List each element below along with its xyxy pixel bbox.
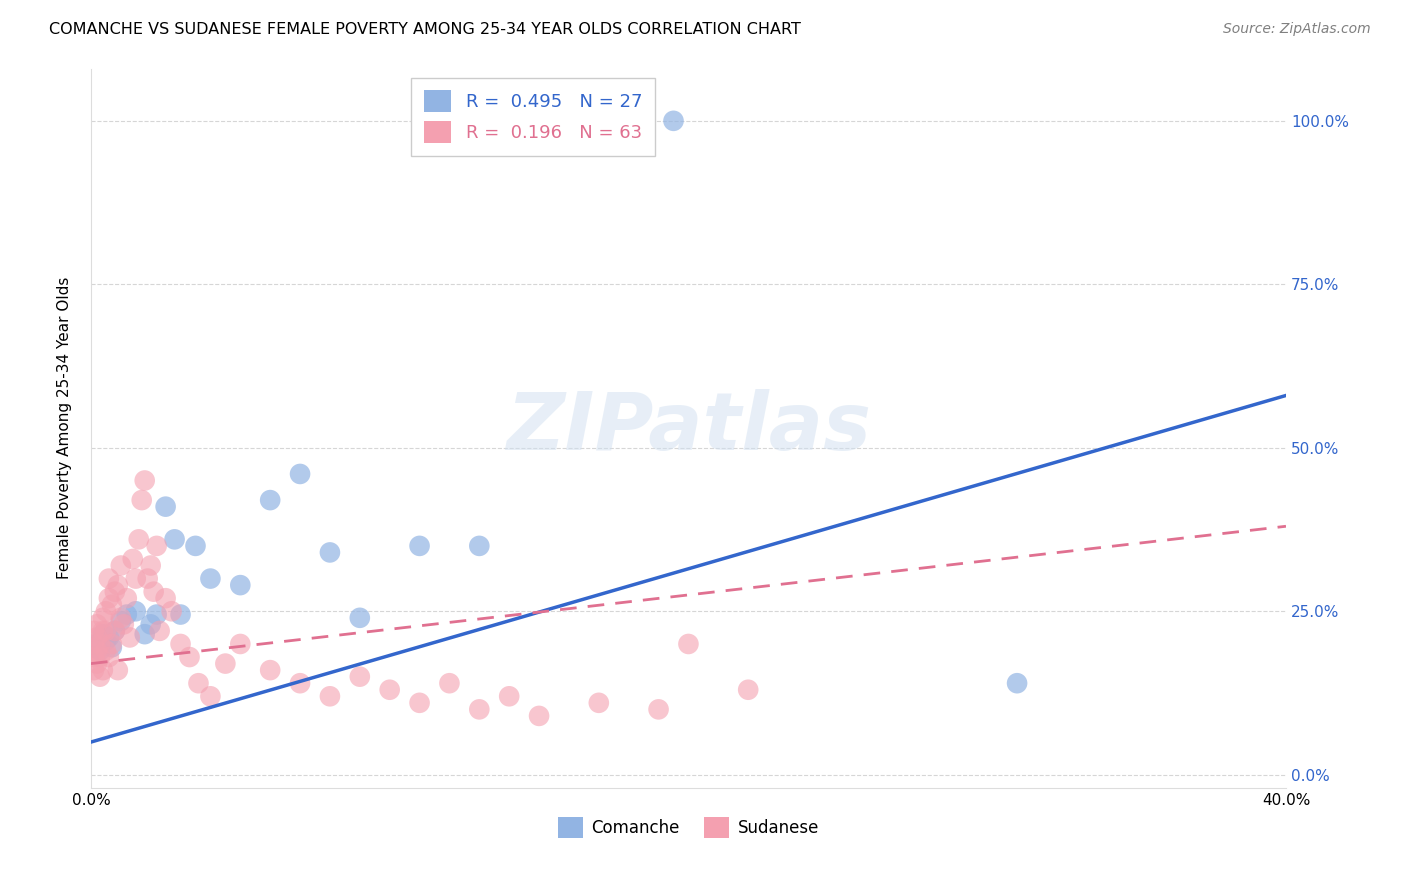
Point — [259, 493, 281, 508]
Point — [131, 493, 153, 508]
Point — [288, 467, 311, 481]
Point — [94, 643, 117, 657]
Point — [110, 611, 132, 625]
Point — [125, 572, 148, 586]
Point — [378, 682, 401, 697]
Point — [349, 670, 371, 684]
Point — [83, 637, 105, 651]
Point — [163, 533, 186, 547]
Point — [678, 637, 700, 651]
Point — [408, 696, 430, 710]
Point — [121, 552, 143, 566]
Point — [439, 676, 461, 690]
Point — [86, 657, 108, 671]
Legend: Comanche, Sudanese: Comanche, Sudanese — [551, 811, 825, 844]
Point — [136, 572, 159, 586]
Point — [104, 624, 127, 638]
Point — [145, 539, 167, 553]
Point — [86, 643, 108, 657]
Point — [349, 611, 371, 625]
Point — [89, 643, 111, 657]
Point — [104, 624, 127, 638]
Point — [169, 637, 191, 651]
Point — [145, 607, 167, 622]
Point — [83, 650, 105, 665]
Point — [115, 607, 138, 622]
Point — [187, 676, 209, 690]
Point — [160, 604, 183, 618]
Point — [97, 591, 120, 606]
Text: ZIPatlas: ZIPatlas — [506, 389, 870, 467]
Point — [200, 572, 222, 586]
Point — [737, 682, 759, 697]
Point — [319, 545, 342, 559]
Point — [107, 663, 129, 677]
Point — [94, 624, 117, 638]
Point — [139, 558, 162, 573]
Point — [86, 631, 108, 645]
Text: COMANCHE VS SUDANESE FEMALE POVERTY AMONG 25-34 YEAR OLDS CORRELATION CHART: COMANCHE VS SUDANESE FEMALE POVERTY AMON… — [49, 22, 801, 37]
Point — [107, 578, 129, 592]
Point — [288, 676, 311, 690]
Point — [110, 614, 132, 628]
Point — [97, 572, 120, 586]
Point — [86, 617, 108, 632]
Point — [89, 650, 111, 665]
Point — [184, 539, 207, 553]
Point — [97, 650, 120, 665]
Point — [155, 500, 177, 514]
Point — [229, 637, 252, 651]
Point — [89, 637, 111, 651]
Point — [588, 696, 610, 710]
Point — [229, 578, 252, 592]
Point — [468, 702, 491, 716]
Point — [112, 617, 135, 632]
Point — [83, 640, 105, 655]
Point — [128, 533, 150, 547]
Point — [259, 663, 281, 677]
Point — [91, 627, 114, 641]
Point — [125, 604, 148, 618]
Point — [319, 690, 342, 704]
Point — [91, 663, 114, 677]
Point — [118, 631, 141, 645]
Y-axis label: Female Poverty Among 25-34 Year Olds: Female Poverty Among 25-34 Year Olds — [58, 277, 72, 580]
Text: Source: ZipAtlas.com: Source: ZipAtlas.com — [1223, 22, 1371, 37]
Point — [91, 624, 114, 638]
Point — [408, 539, 430, 553]
Point — [169, 607, 191, 622]
Point — [200, 690, 222, 704]
Point — [498, 690, 520, 704]
Point — [1005, 676, 1028, 690]
Point — [134, 627, 156, 641]
Point — [101, 640, 124, 655]
Point — [468, 539, 491, 553]
Point — [149, 624, 172, 638]
Point — [97, 631, 120, 645]
Point — [214, 657, 236, 671]
Point — [142, 584, 165, 599]
Point — [115, 591, 138, 606]
Point — [647, 702, 669, 716]
Point — [104, 584, 127, 599]
Point — [110, 558, 132, 573]
Point — [91, 611, 114, 625]
Point — [89, 670, 111, 684]
Point — [527, 709, 550, 723]
Point — [155, 591, 177, 606]
Point — [662, 113, 685, 128]
Point — [83, 663, 105, 677]
Point — [101, 598, 124, 612]
Point — [139, 617, 162, 632]
Point — [94, 604, 117, 618]
Point — [83, 624, 105, 638]
Point — [94, 633, 117, 648]
Point — [179, 650, 201, 665]
Point — [86, 637, 108, 651]
Point — [101, 637, 124, 651]
Point — [134, 474, 156, 488]
